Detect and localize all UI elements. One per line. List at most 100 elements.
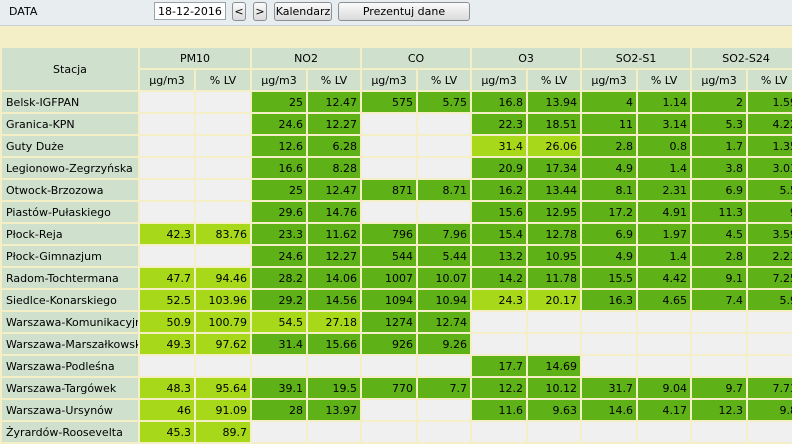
- concentration-cell: 926: [362, 334, 417, 354]
- concentration-cell: 49.3: [140, 334, 194, 354]
- concentration-cell: [140, 92, 194, 112]
- limit-percent-cell: 12.27: [308, 114, 361, 134]
- concentration-cell: [362, 400, 417, 420]
- limit-percent-cell: 14.76: [308, 202, 361, 222]
- concentration-cell: [140, 136, 194, 156]
- limit-percent-cell: 26.06: [528, 136, 581, 156]
- limit-percent-cell: 14.56: [308, 290, 361, 310]
- limit-percent-cell: 8.28: [308, 158, 361, 178]
- concentration-cell: 14.6: [582, 400, 637, 420]
- limit-percent-cell: [528, 312, 581, 332]
- limit-percent-cell: 103.96: [196, 290, 250, 310]
- limit-percent-cell: 4.42: [638, 268, 691, 288]
- concentration-cell: 22.3: [472, 114, 527, 134]
- station-name[interactable]: Warszawa-Podleśna: [2, 356, 138, 376]
- concentration-cell: 6.9: [692, 180, 747, 200]
- station-name[interactable]: Belsk-IGFPAN: [2, 92, 138, 112]
- concentration-cell: [472, 422, 527, 442]
- concentration-cell: 9.7: [692, 378, 747, 398]
- station-name[interactable]: Warszawa-Targówek: [2, 378, 138, 398]
- concentration-cell: [692, 422, 747, 442]
- limit-percent-cell: 3.59: [748, 224, 792, 244]
- limit-percent-cell: [418, 158, 471, 178]
- concentration-cell: 28: [252, 400, 306, 420]
- station-name[interactable]: Granica-KPN: [2, 114, 138, 134]
- table-row: Siedlce-Konarskiego 52.5 103.96 29.2 14.56 10…: [2, 290, 792, 310]
- limit-percent-cell: [196, 246, 250, 266]
- limit-percent-cell: [196, 356, 250, 376]
- pollutant-header: O3: [472, 48, 581, 68]
- limit-percent-cell: [638, 312, 691, 332]
- previous-day-button[interactable]: <: [232, 2, 246, 21]
- concentration-cell: 14.2: [472, 268, 527, 288]
- limit-percent-cell: [638, 356, 691, 376]
- limit-percent-cell: [196, 136, 250, 156]
- concentration-cell: 8.1: [582, 180, 637, 200]
- table-row: Warszawa-Komunikacyjna 50.9 100.79 54.5 27.1…: [2, 312, 792, 332]
- concentration-cell: 11.3: [692, 202, 747, 222]
- concentration-cell: [140, 246, 194, 266]
- limit-percent-cell: 17.34: [528, 158, 581, 178]
- pollutant-header: CO: [362, 48, 471, 68]
- limit-percent-cell: [196, 202, 250, 222]
- station-name[interactable]: Płock-Gimnazjum: [2, 246, 138, 266]
- limit-percent-cell: 97.62: [196, 334, 250, 354]
- station-name[interactable]: Płock-Reja: [2, 224, 138, 244]
- station-name[interactable]: Piastów-Pułaskiego: [2, 202, 138, 222]
- limit-percent-cell: 20.17: [528, 290, 581, 310]
- limit-percent-cell: 14.69: [528, 356, 581, 376]
- station-name[interactable]: Guty Duże: [2, 136, 138, 156]
- station-name[interactable]: Warszawa-Ursynów: [2, 400, 138, 420]
- concentration-cell: [362, 114, 417, 134]
- station-name[interactable]: Siedlce-Konarskiego: [2, 290, 138, 310]
- limit-percent-cell: [418, 202, 471, 222]
- calendar-button[interactable]: Kalendarz: [274, 2, 332, 21]
- table-row: Piastów-Pułaskiego 29.6 14.76 15.6 12.95 17.2…: [2, 202, 792, 222]
- limit-percent-cell: 13.97: [308, 400, 361, 420]
- limit-percent-cell: 5.75: [418, 92, 471, 112]
- concentration-cell: [140, 158, 194, 178]
- concentration-cell: 54.5: [252, 312, 306, 332]
- concentration-cell: 871: [362, 180, 417, 200]
- limit-percent-cell: 9.63: [528, 400, 581, 420]
- concentration-cell: [252, 422, 306, 442]
- concentration-cell: 28.2: [252, 268, 306, 288]
- limit-percent-cell: 9.26: [418, 334, 471, 354]
- next-day-button[interactable]: >: [253, 2, 267, 21]
- station-name[interactable]: Żyrardów-Roosevelta: [2, 422, 138, 442]
- station-name[interactable]: Radom-Tochtermana: [2, 268, 138, 288]
- limit-percent-cell: 1.14: [638, 92, 691, 112]
- concentration-cell: [140, 202, 194, 222]
- limit-percent-cell: 9.04: [638, 378, 691, 398]
- concentration-cell: [472, 312, 527, 332]
- station-name[interactable]: Legionowo-Zegrzyńska: [2, 158, 138, 178]
- limit-percent-cell: 10.07: [418, 268, 471, 288]
- limit-percent-cell: 0.8: [638, 136, 691, 156]
- concentration-cell: 46: [140, 400, 194, 420]
- unit-header: µg/m3: [472, 70, 527, 90]
- station-name[interactable]: Warszawa-Komunikacyjna: [2, 312, 138, 332]
- station-name[interactable]: Otwock-Brzozowa: [2, 180, 138, 200]
- concentration-cell: 24.6: [252, 246, 306, 266]
- limit-percent-cell: 8.71: [418, 180, 471, 200]
- limit-percent-cell: 12.47: [308, 180, 361, 200]
- concentration-cell: [582, 334, 637, 354]
- concentration-cell: [582, 356, 637, 376]
- concentration-cell: [362, 136, 417, 156]
- limit-percent-cell: 12.74: [418, 312, 471, 332]
- unit-header: µg/m3: [692, 70, 747, 90]
- limit-percent-cell: 1.4: [638, 158, 691, 178]
- limit-percent-cell: 5.44: [418, 246, 471, 266]
- date-input[interactable]: [154, 2, 226, 20]
- limit-percent-cell: 4.65: [638, 290, 691, 310]
- limit-percent-cell: 3.03: [748, 158, 792, 178]
- limit-percent-cell: 18.51: [528, 114, 581, 134]
- station-name[interactable]: Warszawa-Marszałkowska: [2, 334, 138, 354]
- concentration-cell: [692, 312, 747, 332]
- concentration-cell: [362, 158, 417, 178]
- unit-header: µg/m3: [140, 70, 194, 90]
- concentration-cell: 42.3: [140, 224, 194, 244]
- concentration-cell: [472, 334, 527, 354]
- present-data-button[interactable]: Prezentuj dane: [338, 2, 470, 21]
- limit-value-header: % LV: [418, 70, 471, 90]
